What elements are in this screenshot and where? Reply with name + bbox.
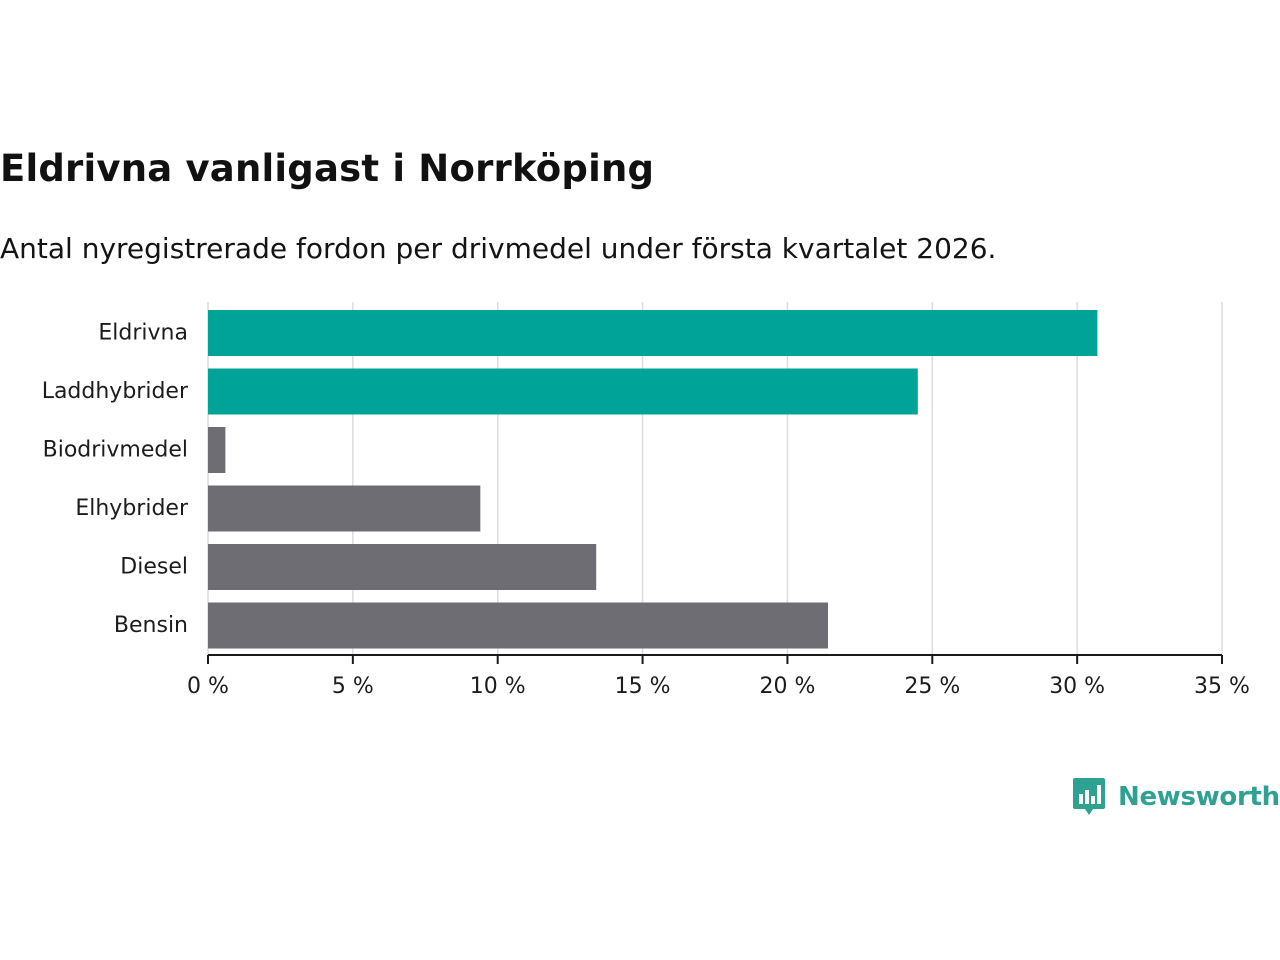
bar-eldrivna — [208, 310, 1098, 356]
bar-diesel — [208, 544, 597, 590]
category-labels: Eldrivna Laddhybrider Biodrivmedel Elhybrid… — [42, 321, 189, 639]
bar-bensin — [208, 602, 828, 649]
chart-subtitle: Antal nyregistrerade fordon per drivmede… — [0, 232, 997, 265]
x-tick-label: 25 % — [904, 674, 960, 699]
x-tick-label: 15 % — [615, 674, 671, 699]
x-tick-label: 20 % — [759, 674, 815, 699]
category-label: Elhybrider — [75, 496, 189, 521]
gridlines — [207, 302, 1223, 655]
category-label: Bensin — [114, 613, 188, 638]
category-label: Eldrivna — [98, 321, 188, 346]
category-label: Diesel — [120, 555, 188, 580]
brand-name: Newsworthy — [1118, 782, 1280, 812]
x-tick-label: 5 % — [332, 674, 374, 699]
x-tick-label: 0 % — [187, 674, 229, 699]
category-label: Biodrivmedel — [43, 438, 188, 463]
x-tick-label: 30 % — [1049, 674, 1105, 699]
x-tick-label: 10 % — [470, 674, 526, 699]
category-label: Laddhybrider — [42, 379, 189, 404]
bars — [208, 310, 1098, 649]
x-axis: 0 % 5 % 10 % 15 % 20 % 25 % 30 % 35 % — [187, 654, 1250, 699]
newsworthy-logo-icon — [1073, 778, 1105, 815]
newsworthy-logo: Newsworthy — [1072, 776, 1280, 818]
x-tick-label: 35 % — [1194, 674, 1250, 699]
chart-title: Eldrivna vanligast i Norrköping — [0, 147, 655, 190]
bar-chart: Eldrivna Laddhybrider Biodrivmedel Elhybrid… — [42, 302, 1250, 699]
bar-laddhybrider — [208, 368, 918, 415]
bar-elhybrider — [208, 485, 481, 532]
bar-biodrivmedel — [208, 427, 226, 473]
